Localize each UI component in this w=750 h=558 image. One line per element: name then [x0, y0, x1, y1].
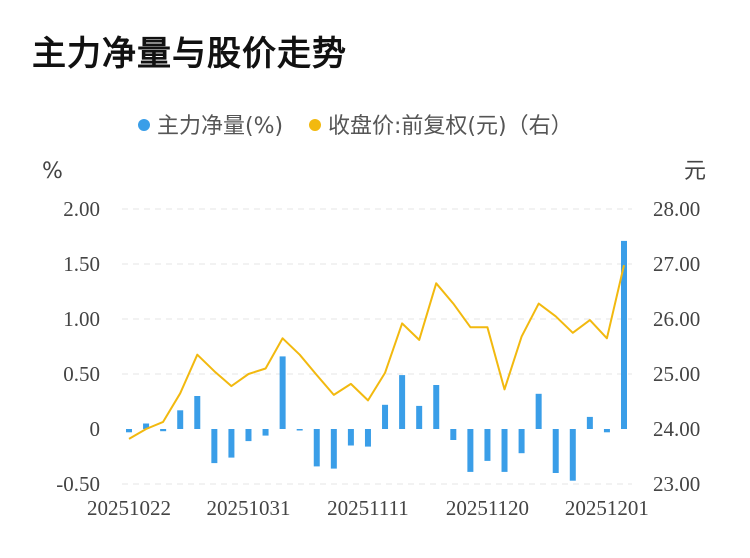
left-tick-label: 1.00	[63, 307, 100, 331]
bar	[126, 429, 132, 433]
legend-label-main-net: 主力净量(%)	[157, 114, 283, 139]
bar	[433, 385, 440, 429]
bar	[313, 429, 320, 467]
right-axis-unit: 元	[684, 159, 706, 184]
legend-label-close-price: 收盘价:前复权(元)（右）	[328, 114, 573, 139]
bar	[535, 393, 542, 429]
left-tick-label: 1.50	[63, 252, 100, 276]
right-tick-label: 23.00	[653, 472, 700, 496]
line-series	[128, 264, 625, 440]
bar	[416, 405, 423, 429]
bar	[279, 356, 286, 429]
left-axis-ticks: 2.00 1.50 1.00 0.50 0 -0.50	[56, 197, 100, 496]
bar	[160, 429, 167, 432]
bar	[450, 429, 457, 440]
right-tick-label: 26.00	[653, 307, 700, 331]
x-axis-ticks: 20251022 20251031 20251111 20251120 20251201	[87, 496, 649, 520]
bar	[501, 429, 508, 472]
bar-series	[126, 240, 627, 481]
legend: 主力净量(%) 收盘价:前复权(元)（右）	[138, 114, 573, 139]
bar	[330, 429, 337, 469]
bar	[245, 429, 252, 442]
bar	[518, 429, 525, 454]
right-axis-ticks: 28.00 27.00 26.00 25.00 24.00 23.00	[653, 197, 700, 496]
right-tick-label: 28.00	[653, 197, 700, 221]
bar	[211, 429, 218, 464]
bar	[177, 410, 184, 429]
x-tick-label: 20251111	[327, 496, 409, 520]
bar	[194, 396, 201, 429]
bar	[262, 429, 269, 436]
bar	[467, 429, 474, 472]
bar	[382, 404, 389, 429]
right-tick-label: 24.00	[653, 417, 700, 441]
x-tick-label: 20251201	[565, 496, 649, 520]
left-tick-label: -0.50	[56, 472, 100, 496]
bar	[143, 423, 150, 429]
bar	[603, 429, 610, 433]
left-tick-label: 0.50	[63, 362, 100, 386]
left-tick-label: 0	[90, 417, 101, 441]
bar	[484, 429, 491, 461]
bar	[347, 429, 354, 446]
bar	[586, 416, 593, 429]
legend-dot-main-net	[138, 119, 150, 131]
price-line	[128, 264, 625, 440]
right-tick-label: 25.00	[653, 362, 700, 386]
bar	[228, 429, 235, 458]
left-tick-label: 2.00	[63, 197, 100, 221]
grid-lines	[122, 208, 632, 485]
bar	[569, 429, 576, 481]
bar	[621, 240, 627, 429]
x-tick-label: 20251031	[206, 496, 290, 520]
right-tick-label: 27.00	[653, 252, 700, 276]
bar	[552, 429, 559, 473]
x-tick-label: 20251022	[87, 496, 171, 520]
chart-title: 主力净量与股价走势	[32, 34, 347, 74]
bar	[364, 429, 371, 447]
x-tick-label: 20251120	[446, 496, 529, 520]
legend-dot-close-price	[309, 119, 321, 131]
left-axis-unit: %	[42, 159, 63, 184]
bar	[296, 429, 303, 431]
bar	[399, 375, 406, 429]
